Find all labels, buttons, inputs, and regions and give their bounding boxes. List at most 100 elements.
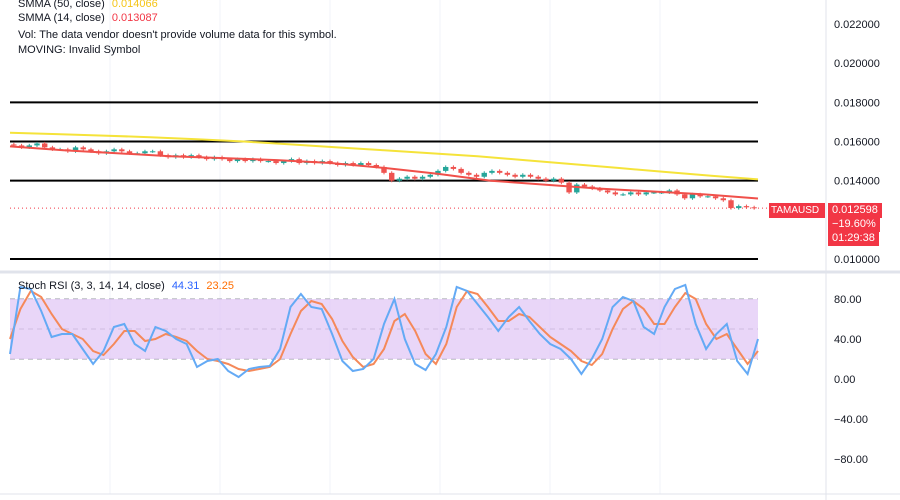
stoch-tick-label: −80.00	[834, 454, 868, 466]
candle-body	[149, 151, 156, 153]
candle-body	[712, 196, 719, 199]
candle-body	[635, 192, 642, 195]
smma50-value: 0.014066	[111, 0, 158, 10]
candle-body	[705, 196, 711, 198]
candle-body	[535, 176, 541, 179]
candle-body	[373, 165, 379, 167]
price-tick-label: 0.014000	[834, 176, 880, 188]
stoch-tick-label: 80.00	[834, 294, 862, 306]
candle-body	[736, 206, 742, 209]
smma14-value: 0.013087	[111, 12, 158, 24]
candle-body	[234, 159, 241, 162]
price-tick-label: 0.022000	[834, 19, 880, 31]
candle-body	[119, 149, 125, 152]
candle-body	[751, 207, 757, 209]
stoch-axis[interactable]: 80.00 40.00 0.00 −40.00 −80.00	[834, 294, 868, 466]
candle-body	[34, 143, 40, 146]
smma14-line	[9, 145, 759, 200]
candle-body	[26, 145, 32, 148]
horizontal-levels	[10, 101, 758, 260]
candle-body	[643, 192, 649, 195]
symbol-tag[interactable]: TAMAUSD	[769, 203, 825, 218]
price-axis[interactable]: 0.022000 0.020000 0.018000 0.016000 0.014000…	[834, 19, 880, 266]
candle-body	[80, 147, 86, 150]
candle-body	[612, 192, 619, 195]
smma50-label: SMMA (50, close)	[18, 0, 105, 10]
stoch-k-value: 44.31	[171, 280, 200, 292]
candle-body	[512, 174, 518, 177]
price-tick-label: 0.010000	[834, 254, 880, 266]
candle-body	[419, 176, 426, 179]
candle-body	[720, 198, 726, 201]
candle-body	[427, 174, 433, 177]
grid-lines	[10, 0, 758, 494]
candle-body	[72, 147, 79, 152]
candle-body	[412, 176, 418, 179]
stoch-k-line	[9, 283, 759, 379]
candle-body	[273, 161, 279, 164]
candle-body	[442, 166, 449, 171]
stoch-d-value: 23.25	[206, 280, 234, 292]
candle-body	[550, 178, 557, 181]
candle-body	[481, 172, 487, 177]
candle-body	[389, 172, 395, 181]
candle-body	[450, 166, 457, 169]
smma14-legend[interactable]: SMMA (14, close) 0.013087	[18, 11, 158, 25]
candle-body	[111, 149, 117, 152]
moving-note: MOVING: Invalid Symbol	[18, 44, 141, 56]
candle-body	[265, 161, 272, 163]
price-tick-label: 0.020000	[834, 58, 880, 70]
candle-body	[604, 190, 611, 193]
candle-body	[227, 159, 233, 162]
candle-body	[543, 178, 549, 181]
candle-body	[435, 170, 441, 175]
candle-body	[558, 178, 565, 183]
countdown-label: 01:29:38	[828, 231, 879, 246]
candle-body	[358, 163, 364, 165]
candle-body	[566, 182, 572, 193]
last-price-label: 0.012598	[828, 203, 882, 218]
candle-body	[242, 159, 248, 162]
candle-body	[689, 194, 696, 199]
candle-body	[142, 151, 148, 154]
candle-body	[381, 166, 387, 173]
stoch-tick-label: 0.00	[834, 374, 855, 386]
candle-body	[651, 192, 657, 194]
candle-body	[404, 176, 410, 179]
candle-body	[682, 194, 688, 199]
candle-body	[88, 149, 94, 152]
candle-body	[504, 172, 511, 175]
candle-body	[365, 163, 372, 165]
candle-body	[396, 178, 403, 181]
candle-body	[350, 163, 356, 165]
candle-body	[628, 192, 634, 195]
candle-body	[42, 143, 48, 148]
volume-note: Vol: The data vendor doesn't provide vol…	[18, 29, 337, 41]
candle-body	[196, 155, 202, 158]
smma50-line	[9, 131, 759, 181]
stoch-legend[interactable]: Stoch RSI (3, 3, 14, 14, close) 44.31 23…	[18, 279, 234, 293]
candle-body	[466, 172, 472, 175]
stoch-tick-label: 40.00	[834, 334, 862, 346]
smma50-legend[interactable]: SMMA (50, close) 0.014066	[18, 0, 158, 11]
stoch-tick-label: −40.00	[834, 414, 868, 426]
candle-body	[281, 161, 287, 164]
candle-body	[473, 174, 480, 177]
candle-body	[11, 144, 17, 146]
candle-body	[489, 170, 495, 173]
candle-body	[574, 184, 580, 193]
candle-body	[728, 200, 734, 209]
price-tick-label: 0.016000	[834, 137, 880, 149]
candle-body	[620, 194, 626, 196]
stoch-label: Stoch RSI (3, 3, 14, 14, close)	[18, 280, 165, 292]
candle-body	[157, 151, 164, 156]
candle-body	[697, 194, 703, 197]
candle-body	[458, 168, 464, 173]
candle-body	[520, 174, 526, 177]
price-tick-label: 0.018000	[834, 97, 880, 109]
candle-body	[496, 170, 503, 173]
change-label: −19.60%	[828, 217, 880, 232]
candlesticks	[11, 141, 757, 210]
candle-body	[581, 184, 588, 187]
